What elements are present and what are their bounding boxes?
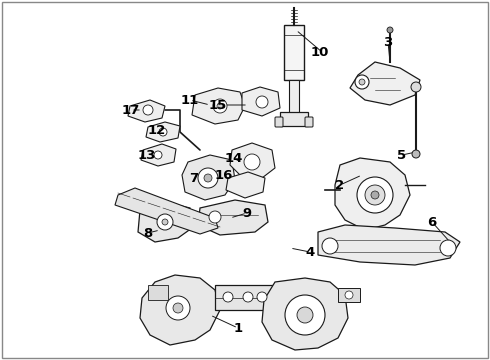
Text: 8: 8 — [144, 226, 152, 239]
Circle shape — [257, 292, 267, 302]
Circle shape — [209, 211, 221, 223]
Circle shape — [440, 240, 456, 256]
Circle shape — [217, 103, 223, 109]
Polygon shape — [226, 172, 265, 198]
Circle shape — [166, 296, 190, 320]
Circle shape — [411, 82, 421, 92]
Circle shape — [173, 303, 183, 313]
Polygon shape — [318, 225, 460, 265]
Text: 6: 6 — [427, 216, 437, 229]
Text: 2: 2 — [336, 179, 344, 192]
Polygon shape — [140, 275, 220, 345]
Circle shape — [243, 292, 253, 302]
Circle shape — [154, 151, 162, 159]
Circle shape — [412, 150, 420, 158]
Text: 10: 10 — [311, 45, 329, 59]
Text: 14: 14 — [225, 152, 243, 165]
FancyBboxPatch shape — [148, 285, 168, 300]
Polygon shape — [262, 278, 348, 350]
Circle shape — [256, 96, 268, 108]
Circle shape — [355, 75, 369, 89]
Circle shape — [365, 185, 385, 205]
Circle shape — [244, 154, 260, 170]
Text: 15: 15 — [209, 99, 227, 112]
Text: 12: 12 — [148, 123, 166, 136]
Circle shape — [204, 174, 212, 182]
Circle shape — [223, 292, 233, 302]
Circle shape — [143, 105, 153, 115]
FancyBboxPatch shape — [289, 80, 299, 115]
Circle shape — [162, 219, 168, 225]
Circle shape — [345, 291, 353, 299]
Circle shape — [285, 295, 325, 335]
Circle shape — [357, 177, 393, 213]
Polygon shape — [146, 122, 180, 142]
Circle shape — [297, 307, 313, 323]
FancyBboxPatch shape — [284, 25, 304, 80]
FancyBboxPatch shape — [338, 288, 360, 302]
Text: 13: 13 — [138, 149, 156, 162]
FancyBboxPatch shape — [275, 117, 283, 127]
Polygon shape — [138, 202, 192, 242]
Circle shape — [157, 214, 173, 230]
Text: 11: 11 — [181, 94, 199, 107]
Polygon shape — [230, 143, 275, 178]
Polygon shape — [242, 87, 280, 116]
Text: 9: 9 — [243, 207, 251, 220]
Polygon shape — [350, 62, 420, 105]
Text: 5: 5 — [397, 149, 407, 162]
Polygon shape — [115, 188, 218, 234]
Circle shape — [159, 128, 167, 136]
Circle shape — [213, 99, 227, 113]
Circle shape — [359, 79, 365, 85]
Text: 16: 16 — [215, 168, 233, 181]
FancyBboxPatch shape — [215, 285, 275, 310]
FancyBboxPatch shape — [305, 117, 313, 127]
Text: 7: 7 — [190, 171, 198, 185]
Text: 4: 4 — [305, 246, 315, 258]
Circle shape — [322, 238, 338, 254]
Text: 17: 17 — [122, 104, 140, 117]
Polygon shape — [128, 100, 165, 122]
Polygon shape — [141, 144, 176, 166]
Circle shape — [371, 191, 379, 199]
Polygon shape — [198, 200, 268, 235]
Text: 3: 3 — [383, 36, 392, 49]
Text: 1: 1 — [233, 321, 243, 334]
Polygon shape — [335, 158, 410, 230]
Circle shape — [198, 168, 218, 188]
FancyBboxPatch shape — [280, 112, 308, 126]
Circle shape — [387, 27, 393, 33]
Polygon shape — [192, 88, 245, 124]
Polygon shape — [182, 155, 235, 200]
